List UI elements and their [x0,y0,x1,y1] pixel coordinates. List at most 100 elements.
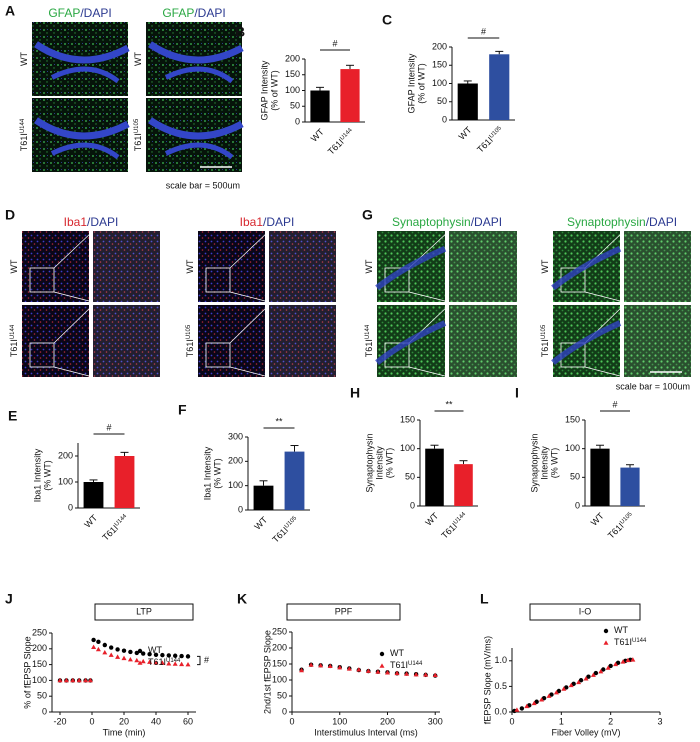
dapi-band [551,320,622,365]
x-tick-label-sup: U144 [114,513,129,528]
counterstain-name: /DAPI [194,6,225,20]
y-axis-label: (% WT) [212,458,222,489]
row-label: WT [133,52,143,66]
panel-letter: B [235,24,245,40]
zoom-line [53,366,94,378]
y-tick-label: 50 [405,472,415,482]
row-label-main: WT [364,259,374,273]
row-label-main: T61I [19,133,29,151]
data-point [327,663,333,669]
y-tick-label: 1.0 [494,655,507,665]
data-point [432,672,438,677]
scale-note: scale bar = 500um [166,180,240,190]
y-tick-label: 100 [432,78,447,88]
y-tick-label: 0 [42,706,47,716]
y-axis-label: fEPSP Slope (mV/ms) [482,636,492,724]
row-label-sup: U105 [541,324,547,339]
legend-label: T61IU144 [614,637,647,647]
bar [590,448,610,506]
stain-title: Synaptophysin/DAPI [392,215,502,229]
significance-label: # [332,38,337,48]
bar [83,482,104,508]
row-label: T61IU105 [540,324,550,357]
y-tick-label: 50 [277,690,287,700]
stain-title: Iba1/DAPI [240,215,295,229]
y-tick-label: 200 [272,642,287,652]
legend-label-main: WT [614,625,628,635]
row-label: WT [364,259,374,273]
data-point [115,647,120,652]
x-tick-label-sup: U144 [453,511,468,526]
data-point [608,663,613,669]
y-tick-label: 100 [32,675,47,685]
y-tick-label: 100 [400,443,415,453]
data-point [571,681,576,687]
micrograph-zoom [93,305,160,377]
data-point [346,666,352,671]
y-axis-label: (% of WT) [269,70,279,111]
x-tick-label-main: WT [83,513,100,530]
y-tick-label: 200 [32,643,47,653]
x-tick-label: 0 [289,716,294,726]
data-point [159,660,165,665]
data-point [578,678,584,683]
dapi-band [375,320,447,365]
panel-letter: L [480,591,489,607]
title-box [529,603,641,621]
significance-label: # [204,655,209,665]
row-label-main: T61I [185,339,195,357]
y-tick-label: 0 [68,502,73,512]
bar [425,448,444,506]
data-point [356,667,362,672]
title-box [94,603,194,621]
row-label-main: T61I [9,339,19,357]
significance-label: # [481,26,486,36]
zoom-line [229,366,270,378]
y-tick-label: 150 [565,414,580,424]
data-point [549,692,554,697]
data-point [365,668,371,673]
bar [457,83,478,120]
row-label-sup: U105 [134,118,140,133]
x-tick-label: 60 [183,716,193,726]
data-point [413,671,419,677]
row-label-main: T61I [540,339,550,357]
dapi-band [50,142,120,160]
x-tick-label: 300 [428,716,443,726]
data-point [299,667,305,673]
x-tick-label: 100 [332,716,347,726]
chart-title: I-O [579,606,592,616]
panel-letter: K [237,591,247,607]
row-label: T61IU144 [364,324,374,357]
data-point [546,693,552,698]
y-tick-label: 150 [432,60,447,70]
panel-letter: C [382,12,392,28]
stain-name: Synaptophysin [567,215,646,229]
significance-label: ** [445,399,453,409]
y-axis-label: (% WT) [549,448,559,479]
data-point [172,661,178,666]
y-tick-label: 100 [272,674,287,684]
panel-letter: D [5,207,15,223]
stain-name: GFAP [48,6,80,20]
legend-marker [603,628,609,634]
y-tick-label: 100 [228,480,243,490]
zoom-box [29,267,55,293]
y-tick-label: 0 [410,500,415,510]
legend-label: T61IU144 [390,660,423,670]
y-axis-label: Iba1 Intensity [32,448,42,502]
y-axis-label: % of fEPSP Slope [22,636,32,708]
data-point [564,685,569,690]
row-label: WT [9,259,19,273]
bar [253,485,274,510]
zoom-line [408,366,450,378]
data-point [153,652,159,658]
data-point [128,649,133,655]
zoom-box [29,342,55,368]
y-tick-label: 250 [32,627,47,637]
data-point [102,642,108,648]
data-point [605,665,611,670]
data-point [534,699,539,704]
data-point [561,686,567,691]
row-label-main: WT [185,259,195,273]
